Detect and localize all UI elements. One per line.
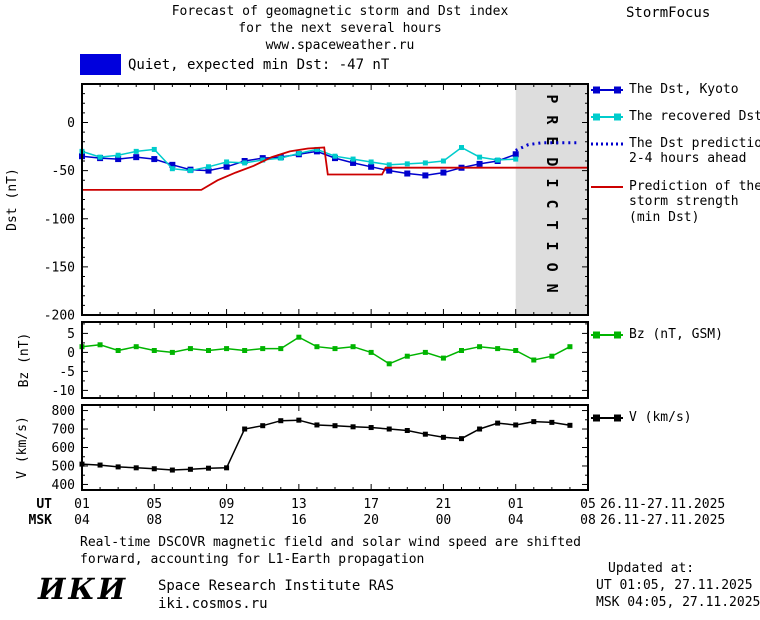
panel-bz: 5 0 -5 -10 Bz (nT) (17, 321, 589, 399)
legend-entry-bz: Bz (nT, GSM) (590, 327, 760, 342)
legend-label: storm strength (629, 194, 739, 209)
updated-block: Updated at: UT 01:05, 27.11.2025 MSK 04:… (596, 560, 760, 611)
series-bz-gsm (81, 336, 571, 365)
org-name: Space Research Institute RAS (158, 578, 395, 594)
y-tick-label: -10 (52, 384, 75, 399)
legend-label: Prediction of the (629, 179, 760, 194)
legend-entry-v: V (km/s) (590, 410, 760, 425)
y-axis-label-bz: Bz (nT) (17, 333, 32, 388)
x-tick-label: 05 (146, 497, 162, 512)
legend-entry-dst-kyoto: The Dst, Kyoto (590, 82, 760, 97)
y-tick-label: -5 (59, 365, 75, 380)
x-axis-date: 26.11-27.11.2025 (600, 497, 725, 512)
x-tick-label: 08 (146, 513, 162, 528)
y-tick-label: -100 (44, 212, 75, 227)
chart-title: Forecast of geomagnetic storm and Dst in… (40, 3, 640, 54)
site-url: iki.cosmos.ru (158, 596, 268, 612)
brand-stormfocus: StormFocus (626, 5, 711, 21)
y-tick-label: 600 (52, 441, 75, 456)
footnote-line2: forward, accounting for L1-Earth propaga… (80, 552, 425, 567)
x-tick-label: 00 (436, 513, 452, 528)
updated-msk: MSK 04:05, 27.11.2025 (596, 595, 760, 610)
series-storm-strength-prediction (82, 146, 588, 191)
legend-label: Bz (nT, GSM) (629, 327, 723, 342)
x-axis-date: 26.11-27.11.2025 (600, 513, 725, 528)
legend-label: 2-4 hours ahead (629, 151, 747, 166)
prediction-region (515, 84, 588, 315)
prediction-watermark: PREDICTION (543, 94, 561, 304)
storm-prediction-legend-key (590, 181, 624, 193)
y-tick-label: 5 (67, 327, 75, 342)
panel-v: 800 700 600 500 400 V (km/s) (15, 404, 589, 493)
x-tick-label: 17 (363, 497, 379, 512)
legend-entry-storm-prediction: Prediction of the storm strength (min Ds… (590, 179, 760, 226)
recovered-dst-legend-key (590, 111, 624, 123)
updated-ut: UT 01:05, 27.11.2025 (596, 578, 753, 593)
footnote: Real-time DSCOVR magnetic field and sola… (80, 534, 581, 568)
x-tick-label: 08 (580, 513, 596, 528)
dst-legend: The Dst, Kyoto The recovered Dst The Dst… (590, 82, 760, 238)
legend-label: The recovered Dst (629, 109, 760, 124)
x-axis-row-label: UT (36, 497, 52, 512)
y-tick-label: 500 (52, 459, 75, 474)
title-url: www.spaceweather.ru (265, 38, 415, 53)
dst-kyoto-legend-key (590, 84, 624, 96)
x-tick-label: 13 (291, 497, 307, 512)
storm-level-swatch (80, 54, 121, 75)
title-line1: Forecast of geomagnetic storm and Dst in… (171, 4, 509, 19)
bz-legend: Bz (nT, GSM) (590, 327, 760, 354)
x-tick-label: 01 (508, 497, 524, 512)
legend-entry-dst-prediction: The Dst prediction 2-4 hours ahead (590, 136, 760, 167)
x-tick-label: 21 (436, 497, 452, 512)
footnote-line1: Real-time DSCOVR magnetic field and sola… (80, 535, 581, 550)
x-tick-label: 20 (363, 513, 379, 528)
v-legend-key (590, 412, 624, 424)
x-tick-label: 16 (291, 513, 307, 528)
y-tick-label: -200 (44, 309, 75, 324)
legend-label: The Dst, Kyoto (629, 82, 739, 97)
x-axis-row-label: MSK (29, 513, 53, 528)
v-legend: V (km/s) (590, 410, 760, 437)
legend-label: (min Dst) (629, 210, 700, 225)
x-tick-label: 01 (74, 497, 90, 512)
updated-label: Updated at: (608, 561, 695, 576)
x-tick-label: 09 (219, 497, 235, 512)
bz-legend-key (590, 329, 624, 341)
panel-dst: PREDICTION 0 -50 -100 -150 -200 Dst (nT) (5, 83, 589, 324)
storm-level-label: Quiet, expected min Dst: -47 nT (128, 56, 390, 73)
y-axis-label-dst: Dst (nT) (5, 168, 20, 231)
dst-prediction-legend-key (590, 138, 624, 150)
x-tick-label: 05 (580, 497, 596, 512)
x-tick-label: 04 (508, 513, 524, 528)
y-tick-label: 700 (52, 423, 75, 438)
y-tick-label: 800 (52, 404, 75, 419)
forecast-plot: PREDICTION 0 -50 -100 -150 -200 Dst (nT) 5 0 -5 -1… (5, 83, 725, 528)
iki-logo: ИКИ (38, 572, 129, 606)
series-solar-wind-speed (81, 419, 571, 471)
x-tick-label: 12 (219, 513, 235, 528)
y-tick-label: 0 (67, 346, 75, 361)
y-tick-label: 0 (67, 116, 75, 131)
y-tick-label: -150 (44, 260, 75, 275)
legend-label: V (km/s) (629, 410, 692, 425)
title-line2: for the next several hours (238, 21, 442, 36)
legend-label: The Dst prediction (629, 136, 760, 151)
y-tick-label: 400 (52, 478, 75, 493)
y-axis-label-v: V (km/s) (15, 416, 30, 479)
storm-level-indicator: Quiet, expected min Dst: -47 nT (80, 54, 389, 75)
y-tick-label: -50 (52, 164, 75, 179)
x-tick-label: 04 (74, 513, 90, 528)
legend-entry-recovered-dst: The recovered Dst (590, 109, 760, 124)
